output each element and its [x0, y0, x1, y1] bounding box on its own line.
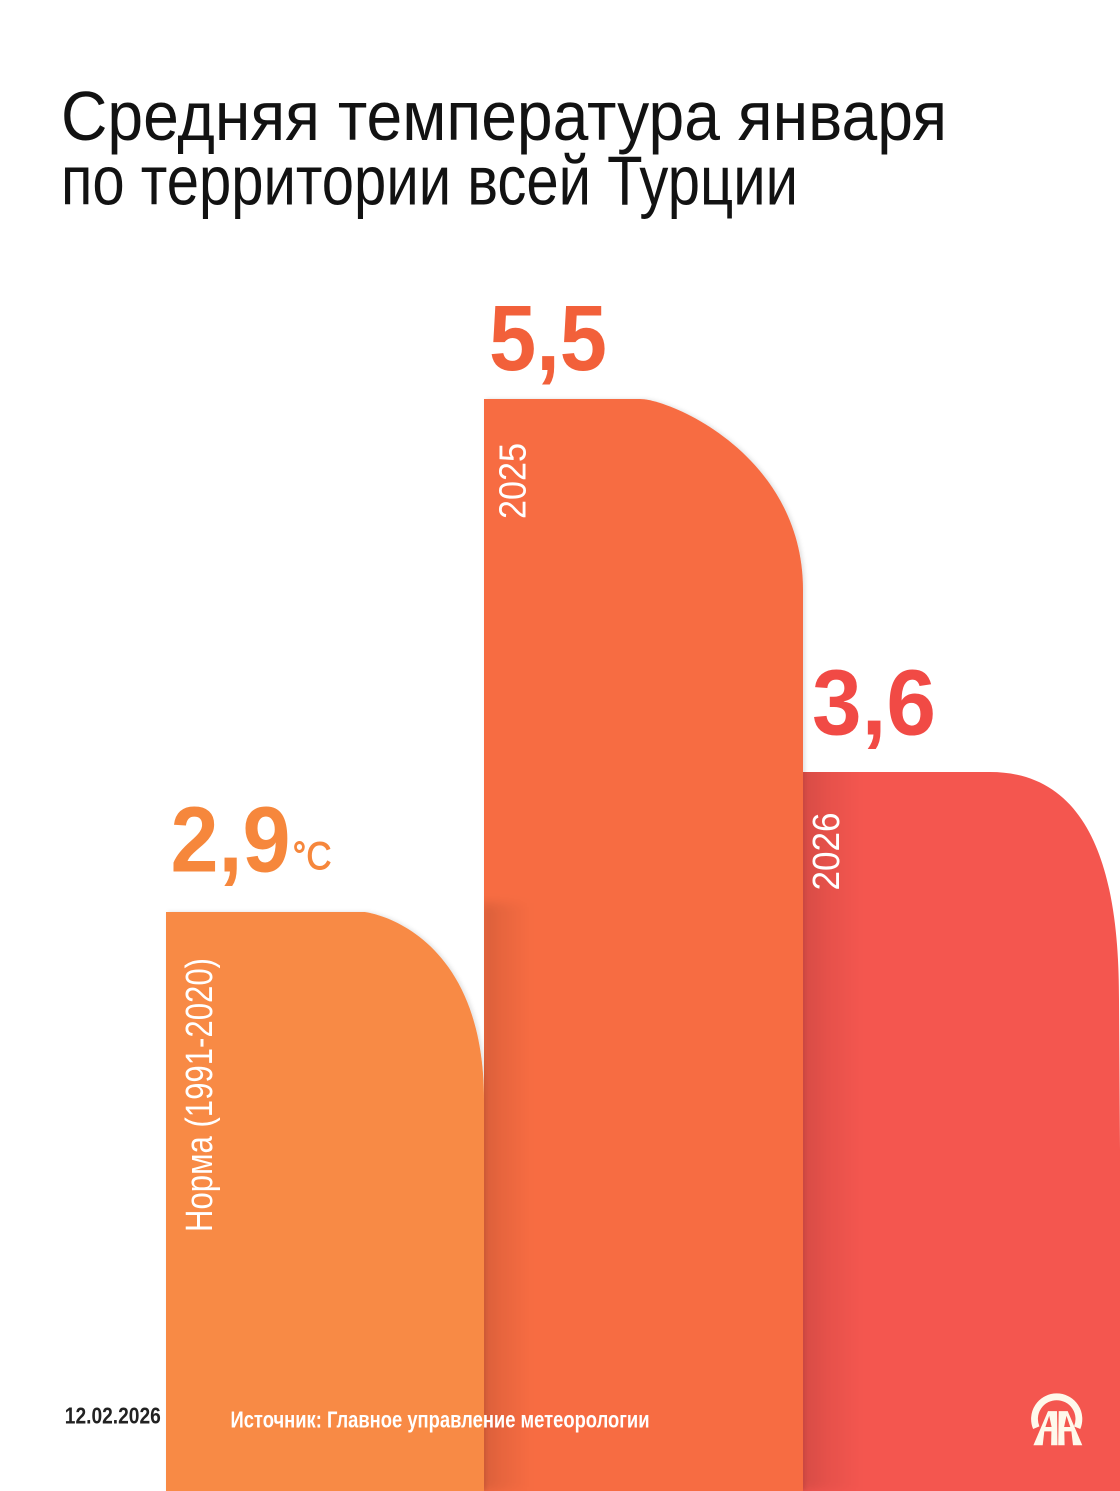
svg-text:Источник: Главное управление м: Источник: Главное управление метеорологи… [231, 1406, 650, 1432]
svg-text:по территории всей Турции: по территории всей Турции [61, 141, 798, 219]
svg-text:3,6: 3,6 [812, 651, 936, 755]
svg-text:Средняя температура января: Средняя температура января [61, 77, 947, 155]
svg-text:Норма (1991-2020): Норма (1991-2020) [179, 958, 221, 1232]
svg-text:2,9: 2,9 [171, 788, 291, 892]
svg-text:2026: 2026 [806, 813, 848, 891]
svg-text:2025: 2025 [493, 443, 535, 519]
svg-text:12.02.2026: 12.02.2026 [65, 1403, 161, 1429]
svg-text:5,5: 5,5 [489, 286, 607, 390]
svg-text:°C: °C [293, 835, 332, 878]
